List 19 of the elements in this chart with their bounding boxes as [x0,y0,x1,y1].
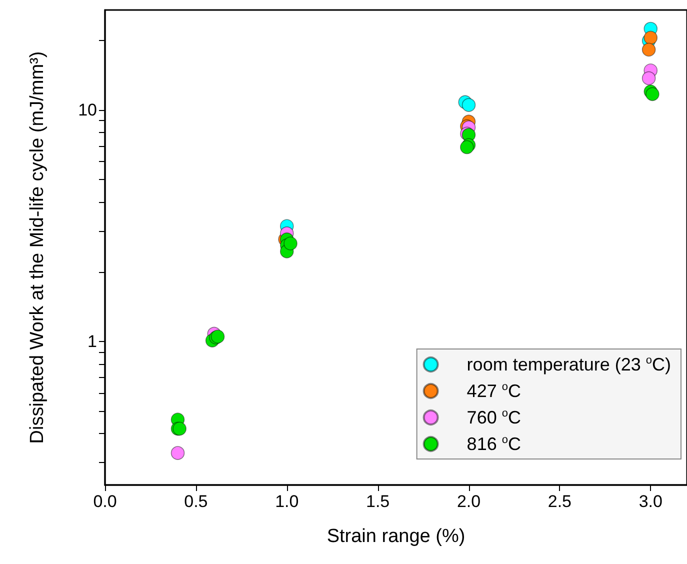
point [460,140,474,154]
point [644,30,658,45]
x-tick-label: 2.5 [548,492,572,511]
x-axis-title: Strain range (%) [326,526,466,547]
point [646,87,660,101]
y-tick-label: 1 [88,332,97,351]
point [170,446,185,460]
x-tick-label: 1.5 [366,492,390,511]
x-tick-label: 3.0 [638,492,662,511]
y-axis-title: Dissipated Work at the Mid-life cycle (mJ/mm³) [27,51,48,444]
x-tick-label: 1.0 [275,492,299,511]
x-tick-label: 2.0 [456,492,481,511]
x-tick-label: 0.0 [93,492,117,511]
point [462,98,476,112]
point [284,236,298,250]
point [642,71,656,86]
y-tick-label: 10 [78,100,97,120]
x-tick-label: 0.5 [184,492,208,511]
point [642,42,656,57]
